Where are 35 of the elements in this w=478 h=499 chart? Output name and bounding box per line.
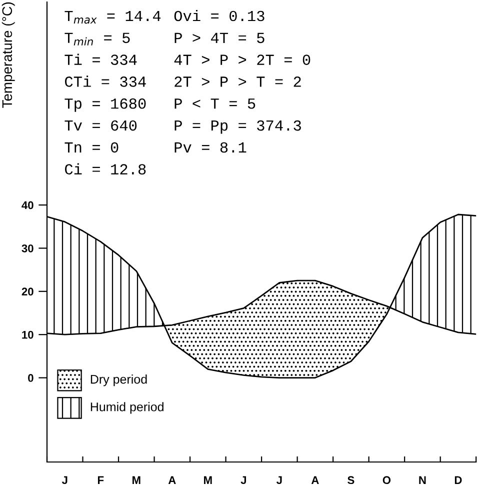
x-tick-label: M bbox=[204, 476, 212, 484]
annotation: T$_{min}$ = 5 bbox=[64, 32, 130, 46]
x-tick-label: F bbox=[98, 476, 104, 484]
x-tick-label: A bbox=[168, 476, 176, 484]
annotation: Dry period bbox=[90, 374, 147, 386]
annotation: P = Pp = 374.3 bbox=[174, 120, 301, 134]
annotation: Tp = 1680 bbox=[64, 98, 146, 112]
x-tick-label: J bbox=[240, 476, 246, 484]
annotation: Ovi = 0.13 bbox=[174, 10, 264, 22]
x-tick-label: O bbox=[382, 476, 391, 484]
annotation: Tv = 640 bbox=[64, 120, 137, 131]
x-tick-label: D bbox=[454, 476, 462, 484]
y-tick-label: 20 bbox=[22, 288, 34, 296]
x-tick-label: A bbox=[311, 476, 319, 484]
annotation: CTi = 334 bbox=[65, 76, 146, 87]
x-tick-label: S bbox=[348, 476, 354, 484]
annotation: Tn = 0 bbox=[64, 142, 118, 153]
x-tick-label: J bbox=[276, 476, 282, 484]
x-tick-label: J bbox=[62, 476, 68, 484]
annotation: P > 4T = 5 bbox=[174, 32, 264, 44]
x-tick-label: N bbox=[419, 476, 426, 484]
y-axis-title: Temperature (°C) bbox=[2, 2, 15, 108]
x-tick-label: M bbox=[132, 476, 140, 484]
y-tick-label: 30 bbox=[22, 244, 34, 252]
annotation: T$_{max}$ = 14.4 bbox=[64, 10, 161, 24]
y-tick-label: 40 bbox=[22, 201, 34, 210]
annotation: 2T > P > T = 2 bbox=[174, 76, 301, 87]
y-tick-label: 0 bbox=[28, 374, 34, 382]
annotation: 4T > P > 2T = 0 bbox=[174, 54, 310, 65]
annotation: Ci = 12.8 bbox=[65, 163, 146, 175]
annotation: Pv = 8.1 bbox=[174, 142, 246, 153]
annotation: Ti = 334 bbox=[64, 54, 137, 65]
y-tick-label: 10 bbox=[22, 330, 34, 339]
annotation: Humid period bbox=[90, 402, 164, 414]
annotation: P < T = 5 bbox=[174, 98, 256, 109]
